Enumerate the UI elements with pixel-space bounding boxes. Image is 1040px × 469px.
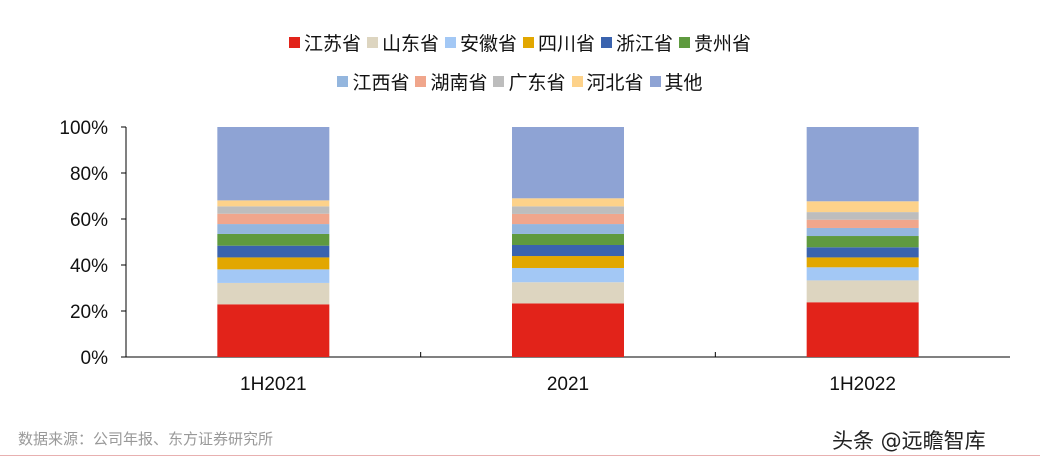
legend-item: 湖南省 xyxy=(415,68,487,95)
bar-segment-1H2021-贵州省 xyxy=(217,233,330,246)
bar-segment-1H2021-四川省 xyxy=(217,257,330,270)
legend-row-2: 江西省 湖南省 广东省 河北省 其他 xyxy=(0,68,1040,95)
legend-item: 广东省 xyxy=(493,68,566,95)
legend-label: 其他 xyxy=(664,72,703,94)
legend-label: 四川省 xyxy=(538,33,596,55)
x-tick-label: 1H2021 xyxy=(240,374,307,395)
y-tick-label: 100% xyxy=(59,118,108,139)
legend-item: 贵州省 xyxy=(679,29,751,56)
bar-segment-1H2022-安徽省 xyxy=(806,267,919,281)
bar-segment-1H2021-山东省 xyxy=(217,282,330,305)
legend-swatch xyxy=(523,37,534,48)
x-tick-label: 1H2022 xyxy=(829,374,896,395)
bar-segment-2021-安徽省 xyxy=(512,267,624,283)
y-tick-label: 0% xyxy=(81,348,109,369)
y-tick-label: 40% xyxy=(70,256,108,277)
bar-segment-1H2022-江苏省 xyxy=(806,302,919,357)
legend-label: 湖南省 xyxy=(430,72,488,94)
bar-segment-2021-湖南省 xyxy=(512,213,624,225)
legend-swatch xyxy=(649,76,661,87)
legend-label: 山东省 xyxy=(381,33,439,55)
legend-item: 四川省 xyxy=(523,29,595,56)
bar-segment-2021-其他 xyxy=(512,127,624,199)
bar-segment-1H2022-湖南省 xyxy=(806,219,919,228)
bar-segment-1H2022-河北省 xyxy=(806,201,919,213)
bottom-divider xyxy=(0,455,1040,456)
legend-label: 河北省 xyxy=(586,72,644,94)
bar-segment-2021-贵州省 xyxy=(512,233,624,245)
bar-segment-1H2022-四川省 xyxy=(806,257,919,268)
bar-segment-2021-河北省 xyxy=(512,198,624,207)
x-tick-label: 2021 xyxy=(547,374,589,395)
legend-item: 山东省 xyxy=(366,29,439,56)
legend-swatch xyxy=(493,76,505,87)
bar-segment-2021-山东省 xyxy=(512,282,624,304)
legend-item: 其他 xyxy=(649,68,703,95)
bar-segment-1H2022-其他 xyxy=(806,127,919,202)
y-tick-label: 60% xyxy=(70,210,108,231)
bar-segment-1H2021-浙江省 xyxy=(217,245,330,258)
legend-swatch xyxy=(601,37,613,48)
bar-segment-2021-江西省 xyxy=(512,224,624,234)
legend-label: 安徽省 xyxy=(459,33,517,55)
legend-swatch xyxy=(415,76,427,87)
bar-segment-1H2022-贵州省 xyxy=(806,236,919,248)
legend-item: 河北省 xyxy=(571,68,644,95)
bar-segment-1H2021-安徽省 xyxy=(217,269,330,283)
legend-swatch xyxy=(366,37,378,48)
legend-label: 贵州省 xyxy=(694,33,752,55)
legend-row-1: 江苏省 山东省 安徽省 四川省 浙江省 贵州省 xyxy=(0,29,1040,56)
bar-segment-1H2021-河北省 xyxy=(217,200,330,207)
bar-segment-1H2022-江西省 xyxy=(806,227,919,237)
bar-segment-1H2021-其他 xyxy=(217,127,330,201)
legend-label: 江西省 xyxy=(352,72,410,94)
bar-segment-1H2021-江苏省 xyxy=(217,304,330,357)
bar-segment-1H2021-广东省 xyxy=(217,206,330,214)
bar-segment-1H2022-浙江省 xyxy=(806,247,919,258)
legend-item: 安徽省 xyxy=(444,29,517,56)
legend-swatch xyxy=(288,37,300,48)
legend-item: 江苏省 xyxy=(288,29,361,56)
legend-label: 广东省 xyxy=(508,72,566,94)
bar-segment-2021-四川省 xyxy=(512,256,624,268)
legend-item: 浙江省 xyxy=(601,29,673,56)
y-tick-label: 80% xyxy=(70,164,108,185)
bar-segment-1H2021-江西省 xyxy=(217,224,330,234)
bar-segment-1H2022-广东省 xyxy=(806,212,919,220)
bar-segment-1H2021-湖南省 xyxy=(217,213,330,225)
legend-label: 江苏省 xyxy=(303,33,361,55)
legend-swatch xyxy=(444,37,456,48)
legend-label: 浙江省 xyxy=(616,33,674,55)
legend-swatch xyxy=(571,76,583,87)
legend-swatch xyxy=(337,76,349,87)
legend-item: 江西省 xyxy=(337,68,409,95)
bar-segment-2021-广东省 xyxy=(512,206,624,214)
bar-segment-1H2022-山东省 xyxy=(806,280,919,303)
bar-segment-2021-江苏省 xyxy=(512,303,624,357)
bar-segment-2021-浙江省 xyxy=(512,244,624,257)
source-note: 数据来源：公司年报、东方证券研究所 xyxy=(18,430,274,448)
watermark: 头条 @远瞻智库 xyxy=(832,429,986,453)
y-tick-label: 20% xyxy=(70,302,108,323)
legend-swatch xyxy=(679,37,691,48)
